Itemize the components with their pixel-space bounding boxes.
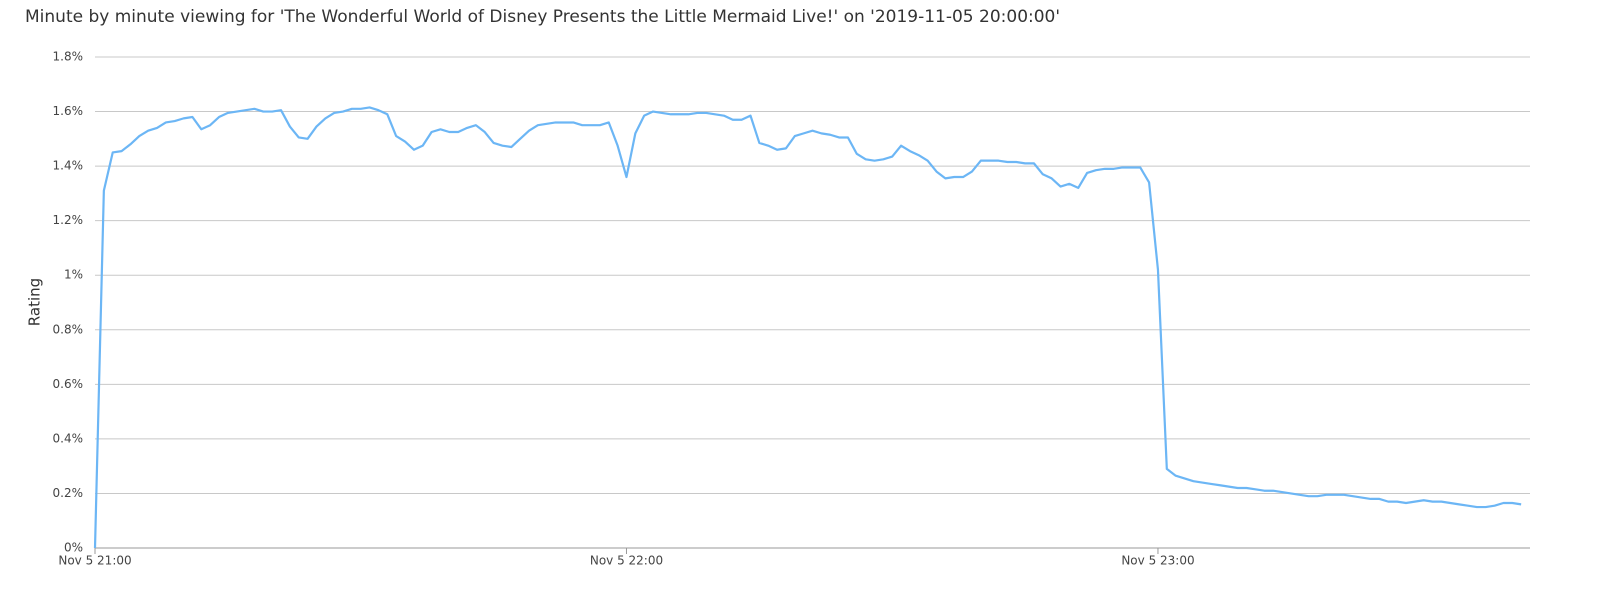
x-tick-label: Nov 5 23:00 — [1121, 554, 1194, 568]
y-tick-label: 1.8% — [53, 50, 84, 64]
y-tick-label: 1.6% — [53, 104, 84, 118]
y-tick-label: 0.8% — [53, 322, 84, 336]
line — [93, 106, 1522, 549]
y-tick-label: 0.6% — [53, 377, 84, 391]
y-tick-label: 0.2% — [53, 486, 84, 500]
y-tick-label: 0% — [64, 541, 83, 555]
y-tick-label: 0.4% — [53, 431, 84, 445]
x-tick-label: Nov 5 21:00 — [58, 554, 131, 568]
y-axis-label: Rating — [26, 278, 44, 326]
chart-title: Minute by minute viewing for 'The Wonder… — [25, 7, 1060, 27]
x-tick-label: Nov 5 22:00 — [590, 554, 663, 568]
y-tick-label: 1.2% — [53, 213, 84, 227]
y-tick-label: 1% — [64, 268, 83, 282]
y-tick-label: 1.4% — [53, 159, 84, 173]
